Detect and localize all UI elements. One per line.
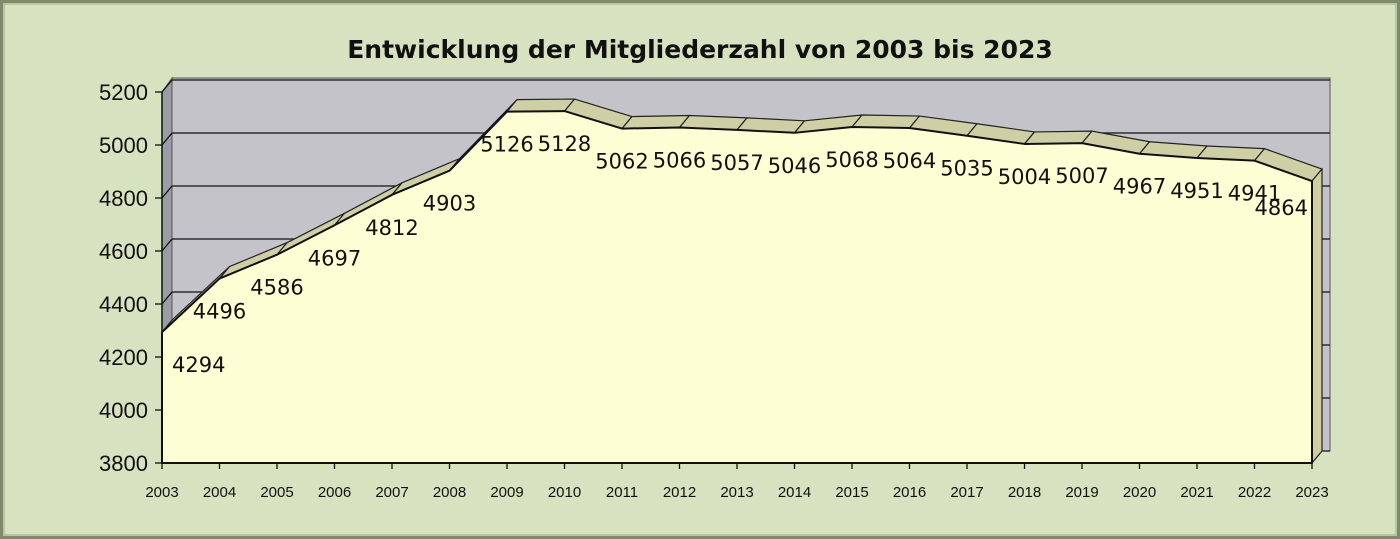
data-label: 5035 xyxy=(940,157,993,181)
data-label: 4941 xyxy=(1228,182,1281,206)
data-label: 5004 xyxy=(998,165,1051,189)
data-label: 4967 xyxy=(1113,175,1166,199)
gridline-depth xyxy=(161,185,173,199)
gridline-depth xyxy=(161,238,173,252)
gridline-depth xyxy=(161,79,173,93)
data-label: 5057 xyxy=(710,151,763,175)
x-tick-label: 2013 xyxy=(720,484,753,501)
x-tick-label: 2017 xyxy=(950,484,983,501)
x-tick-label: 2018 xyxy=(1008,484,1041,501)
area-side-face xyxy=(1311,167,1323,465)
area-top-edge xyxy=(851,114,921,129)
y-tick-label: 4600 xyxy=(99,239,148,264)
x-tick-label: 2004 xyxy=(203,484,236,501)
x-tick-label: 2003 xyxy=(145,484,178,501)
y-tick-label: 4400 xyxy=(99,292,148,317)
data-label: 5064 xyxy=(883,149,936,173)
y-tick-label: 3800 xyxy=(99,451,148,476)
area-series xyxy=(161,110,1313,464)
data-label: 4903 xyxy=(423,192,476,216)
data-label: 5066 xyxy=(653,149,706,173)
x-tick-label: 2019 xyxy=(1065,484,1098,501)
x-tick-label: 2015 xyxy=(835,484,868,501)
data-label: 4496 xyxy=(193,300,246,324)
x-tick-label: 2021 xyxy=(1180,484,1213,501)
chart-title: Entwicklung der Mitgliederzahl von 2003 … xyxy=(347,35,1053,64)
data-label: 4294 xyxy=(172,353,225,377)
data-label: 4697 xyxy=(308,246,361,270)
area-top-edge xyxy=(1023,130,1093,145)
y-tick-label: 5200 xyxy=(99,80,148,105)
data-label: 4864 xyxy=(1255,196,1308,220)
x-tick-label: 2014 xyxy=(778,484,811,501)
x-tick-label: 2008 xyxy=(433,484,466,501)
data-label: 5128 xyxy=(538,132,591,156)
x-tick-label: 2023 xyxy=(1295,484,1328,501)
y-tick-label: 4800 xyxy=(99,186,148,211)
area-top-edge xyxy=(506,98,576,113)
gridline-depth xyxy=(161,291,173,305)
x-tick-label: 2016 xyxy=(893,484,926,501)
x-tick-label: 2010 xyxy=(548,484,581,501)
x-tick-label: 2006 xyxy=(318,484,351,501)
data-label: 4951 xyxy=(1170,179,1223,203)
x-tick-label: 2011 xyxy=(606,484,638,501)
x-tick-label: 2020 xyxy=(1123,484,1156,501)
y-tick-label: 4200 xyxy=(99,345,148,370)
x-tick-label: 2009 xyxy=(490,484,523,501)
data-label: 5046 xyxy=(768,154,821,178)
x-tick-label: 2007 xyxy=(375,484,408,501)
data-label: 5007 xyxy=(1055,164,1108,188)
data-label: 4586 xyxy=(250,276,303,300)
data-label: 4812 xyxy=(365,216,418,240)
data-label: 5062 xyxy=(595,150,648,174)
data-label: 5068 xyxy=(825,148,878,172)
data-label: 5126 xyxy=(480,133,533,157)
x-tick-label: 2005 xyxy=(260,484,293,501)
y-tick-label: 4000 xyxy=(99,398,148,423)
x-tick-label: 2022 xyxy=(1238,484,1271,501)
x-tick-label: 2012 xyxy=(663,484,696,501)
y-tick-label: 5000 xyxy=(99,133,148,158)
gridline-depth xyxy=(161,132,173,146)
